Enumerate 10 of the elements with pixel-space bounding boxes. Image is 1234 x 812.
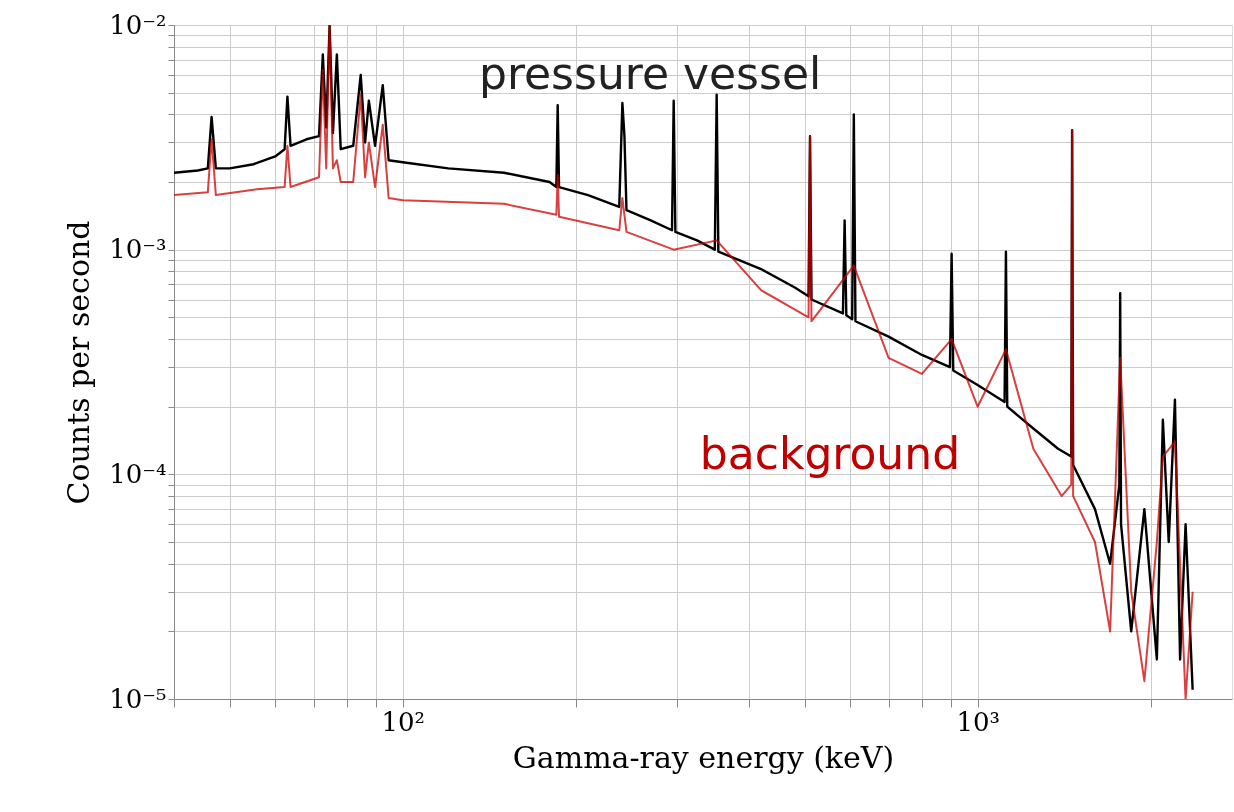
y-tick-label: 10⁻² — [109, 9, 167, 40]
y-tick-label: 10⁻⁵ — [109, 683, 167, 714]
x-tick-label: 10³ — [956, 706, 1000, 737]
x-tick-label: 10² — [381, 706, 426, 737]
series-label: background — [699, 428, 961, 480]
x-axis-title: Gamma-ray energy (keV) — [512, 739, 895, 775]
y-tick-label: 10⁻⁴ — [109, 458, 167, 489]
series-label: pressure vessel — [478, 47, 822, 99]
y-axis-title: Counts per second — [61, 220, 97, 505]
y-tick-label: 10⁻³ — [109, 234, 167, 265]
